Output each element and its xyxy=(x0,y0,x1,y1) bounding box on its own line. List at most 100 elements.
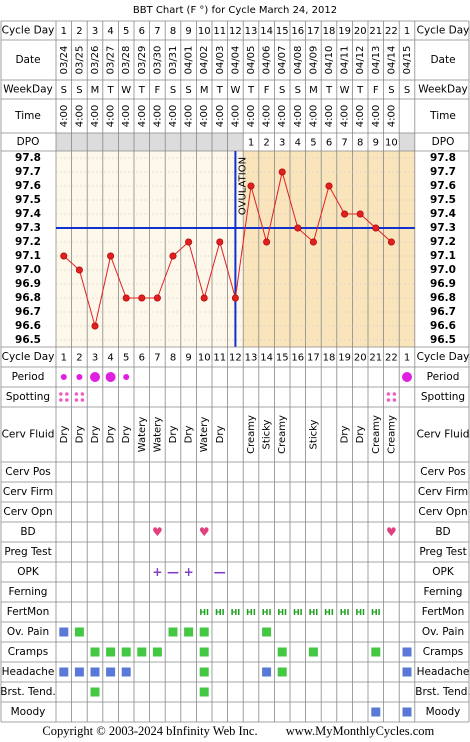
cell-text: 10 xyxy=(198,26,211,37)
symptom xyxy=(106,667,116,677)
y-tick-label: 97.7 xyxy=(430,166,456,178)
cell-text: 4:00 xyxy=(199,105,210,127)
symptom xyxy=(90,647,100,657)
temperature-point xyxy=(153,294,161,302)
symptom xyxy=(199,667,209,677)
symptom xyxy=(137,647,147,657)
row-label: Ov. Pain xyxy=(7,626,49,638)
spotting-dot xyxy=(59,398,63,402)
temperature-point xyxy=(138,294,146,302)
symptom xyxy=(199,687,209,697)
cell-text: 7 xyxy=(341,138,347,149)
cell-text: 15 xyxy=(276,353,289,364)
row-label: Preg Test xyxy=(4,546,51,558)
cell-text: 4:00 xyxy=(262,105,273,127)
cell-text: M xyxy=(309,85,318,96)
cell-text: 6 xyxy=(139,353,145,364)
row-label: Time xyxy=(14,110,41,122)
dpo-shade xyxy=(102,133,119,151)
ovulation-label: OVULATION xyxy=(237,157,248,215)
row-label: Date xyxy=(430,54,455,66)
cell-text: 1 xyxy=(404,353,410,364)
cell-text: 4 xyxy=(295,138,301,149)
symptom xyxy=(121,667,131,677)
dpo-shade xyxy=(87,133,103,151)
row-label: Cerv Pos xyxy=(420,466,466,478)
row-label: FertMon xyxy=(422,606,465,618)
cell-text: 20 xyxy=(354,26,367,37)
symbol: HI xyxy=(262,608,272,617)
period-dot xyxy=(402,372,412,382)
y-tick-label: 97.0 xyxy=(430,264,456,276)
y-tick-label: 97.5 xyxy=(430,194,456,206)
symptom xyxy=(199,647,209,657)
period-dot xyxy=(105,372,116,382)
row-label: Preg Test xyxy=(419,546,466,558)
row-label: Ov. Pain xyxy=(422,626,464,638)
cell-text: 8 xyxy=(170,26,176,37)
cell-text: 3 xyxy=(279,138,285,149)
cell-text: 4 xyxy=(107,353,113,364)
cell-text: 8 xyxy=(170,353,176,364)
cell-text: 20 xyxy=(354,353,367,364)
y-tick-label: 96.5 xyxy=(430,334,456,346)
cell-text: 4:00 xyxy=(308,105,319,127)
cell-text: 11 xyxy=(213,26,226,37)
cell-text: 1 xyxy=(61,26,67,37)
y-tick-label: 96.7 xyxy=(15,306,41,318)
row-label: Headache xyxy=(2,666,55,678)
y-tick-label: 97.4 xyxy=(15,208,41,220)
y-tick-label: 96.8 xyxy=(15,292,41,304)
cell-text: 8 xyxy=(357,138,363,149)
y-tick-label: 96.7 xyxy=(430,306,456,318)
cell-text: Sticky xyxy=(308,419,319,449)
spotting-dot xyxy=(59,392,63,396)
cell-text: 9 xyxy=(185,353,191,364)
row-label: Cycle Day xyxy=(417,25,470,37)
cell-text: S xyxy=(388,85,394,96)
cell-text: 04/07 xyxy=(277,46,288,75)
row-label: FertMon xyxy=(7,606,50,618)
cell-text: 03/31 xyxy=(168,46,179,75)
y-tick-label: 97.4 xyxy=(430,208,456,220)
row-label: OPK xyxy=(432,566,455,578)
symbol: ♥ xyxy=(386,525,397,539)
cell-text: 03/30 xyxy=(152,46,163,75)
row-label: Cerv Fluid xyxy=(2,429,55,441)
cell-text: 2 xyxy=(76,353,82,364)
post-ovulation-bg xyxy=(243,151,415,347)
cell-text: S xyxy=(279,85,285,96)
cell-text: 04/03 xyxy=(215,46,226,75)
temperature-point xyxy=(309,238,317,246)
symbol: HI xyxy=(293,608,303,617)
row-label: Spotting xyxy=(6,391,50,403)
cell-text: Dry xyxy=(340,426,351,444)
cell-text: Dry xyxy=(184,426,195,444)
y-tick-label: 96.5 xyxy=(15,334,41,346)
row-label: BD xyxy=(20,526,35,538)
cell-text: 03/27 xyxy=(106,46,117,75)
cell-text: Dry xyxy=(168,426,179,444)
row-label: DPO xyxy=(17,136,40,148)
symbol: — xyxy=(167,565,179,579)
y-tick-label: 97.2 xyxy=(15,236,41,248)
spotting-dot xyxy=(392,392,397,396)
cell-text: 4:00 xyxy=(386,105,397,127)
spotting-dot xyxy=(386,392,391,396)
temperature-point xyxy=(278,168,286,176)
cell-text: 2 xyxy=(76,26,82,37)
cell-text: 9 xyxy=(185,26,191,37)
symbol: HI xyxy=(199,608,209,617)
y-tick-label: 97.1 xyxy=(430,250,456,262)
cell-text: M xyxy=(91,85,100,96)
temperature-point xyxy=(247,182,255,190)
cell-text: 11 xyxy=(213,353,226,364)
symptom xyxy=(74,627,84,637)
footer-copyright: Copyright © 2003-2024 bInfinity Web Inc. xyxy=(42,724,257,738)
cell-text: S xyxy=(76,85,82,96)
temperature-point xyxy=(325,182,333,190)
cell-text: 4:00 xyxy=(90,105,101,127)
dpo-shade xyxy=(118,133,134,151)
symptom xyxy=(371,647,381,657)
